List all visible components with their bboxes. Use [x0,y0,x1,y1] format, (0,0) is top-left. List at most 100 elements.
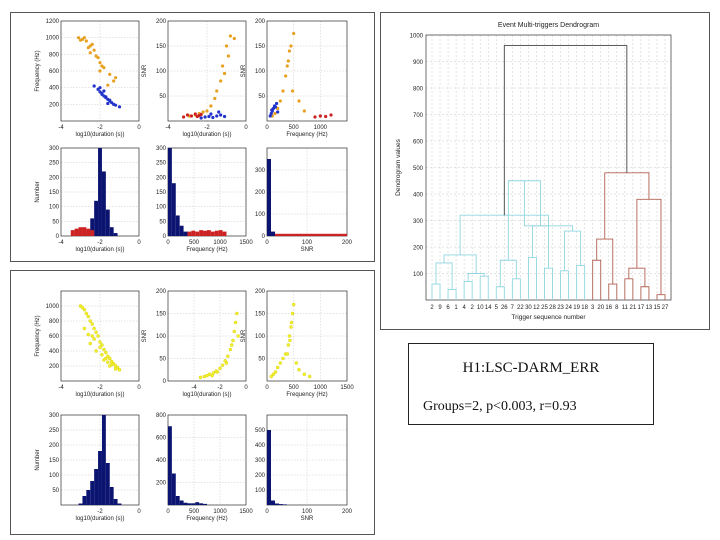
leaf-label: 24 [565,305,572,311]
dendrogram-link [467,273,485,282]
histogram-bar [275,503,279,505]
y-tick-label: 150 [49,190,60,196]
histogram-bar [214,230,219,236]
dendrogram-link [640,286,650,300]
scatter-point [292,31,296,36]
dendrogram-link [656,294,666,300]
scatter-point [114,76,118,80]
histogram-bar [82,227,87,236]
dendrogram-link [576,265,586,300]
leaf-label: 4 [462,305,466,311]
series-group-1 [187,230,227,236]
scatter-point [90,42,94,46]
scatter-point [209,104,213,108]
scatter-point [117,368,122,372]
y-axis-label: Number [35,449,41,470]
series-group-2 [267,159,275,236]
scatter-point [117,105,122,109]
y-tick-label: 100 [255,488,266,494]
y-tick-label: 250 [156,161,167,167]
dendrogram-link [443,254,477,274]
histogram-bar [90,481,95,505]
axes-frame [60,290,140,382]
scatter-point [231,338,235,343]
scatter-point [313,115,317,119]
histogram-bar [117,503,122,505]
histogram-bar [206,230,211,236]
x-tick-label: -4 [191,385,197,391]
scatter-point [228,34,232,38]
x-tick-label: 1500 [239,240,253,246]
y-tick-label: 200 [156,481,167,487]
x-tick-label: 500 [289,385,300,391]
scatter-point [104,350,108,355]
x-tick-label: 200 [342,509,353,515]
leaf-label: 21 [630,305,637,311]
dendrogram-link [431,283,441,300]
histogram-bar [109,487,114,505]
histogram-bar [283,504,287,505]
x-tick-label: 0 [137,385,141,391]
x-tick-label: 1000 [213,509,227,515]
scatter-point [94,349,98,353]
scatter-point [210,373,214,378]
histogram-bar [343,233,347,236]
series-triggers [269,302,312,379]
scatter-point [108,356,112,361]
scatter-point [92,337,96,341]
y-tick-label: 300 [413,219,424,225]
y-tick-label: 150 [156,190,167,196]
y-tick-label: 400 [255,443,266,449]
y-tick-label: 0 [262,234,266,240]
x-tick-label: 0 [137,125,141,131]
histogram-bar [295,233,299,236]
scatter-point [236,334,240,338]
subplot-p10: -2 0 50 100 150 200 250 300 log10(duration (s)) N… [35,413,141,522]
scatter-point [86,332,91,337]
scatter-point [215,114,219,118]
histogram-bar [291,233,295,236]
x-axis-label: log10(duration (s)) [75,247,124,253]
y-axis-label: Frequency (Hz) [35,315,41,356]
series-group-2 [167,148,192,236]
leaf-label: 5 [495,305,499,311]
y-tick-label: 800 [49,52,60,58]
subplot-p6: 0 100 200 0 100 200 300 SNR [255,147,353,253]
dendrogram-link [544,267,553,300]
y-tick-label: 50 [52,488,59,494]
x-tick-label: 1500 [340,385,354,391]
x-tick-label: 500 [289,125,300,131]
leaf-label: 2 [471,305,475,311]
leaf-label: 6 [446,305,450,311]
histogram-bar [86,490,91,505]
scatter-point [270,108,274,112]
scatter-point [289,44,293,48]
cluster-statistics: Groups=2, p<0.003, r=0.93 [423,399,577,414]
scatter-point [100,353,104,357]
scatter-point [232,36,236,41]
axes-frame [167,20,247,122]
scatter-point [218,366,222,371]
dendrogram-link [564,230,582,271]
histogram-bar [74,228,79,236]
x-axis-label: Frequency (Hz) [186,516,227,522]
scatter-point [108,364,112,368]
leaf-label: 12 [533,305,540,311]
series-group-1 [270,31,306,118]
dendrogram-title: Event Multi-triggers Dendrogram [498,22,599,29]
top-left-figure-panel: -4 -2 0 200 400 600 800 1000 1200 log10(duration … [10,12,375,262]
y-tick-label: 600 [156,436,167,442]
y-tick-label: 100 [255,212,266,218]
leaf-label: 14 [485,305,492,311]
scatter-point [84,311,89,316]
scatter-point [233,320,238,325]
histogram-bar [179,500,184,505]
scatter-point [220,363,225,368]
scatter-point [106,354,110,359]
scatter-point [88,319,93,323]
subplot-p11: 0 500 1000 1500 200 400 600 800 Frequency (Hz) [156,413,253,522]
histogram-bar [279,504,283,505]
y-tick-label: 700 [413,113,424,119]
scatter-point [294,361,299,365]
y-tick-label: 400 [49,349,60,355]
